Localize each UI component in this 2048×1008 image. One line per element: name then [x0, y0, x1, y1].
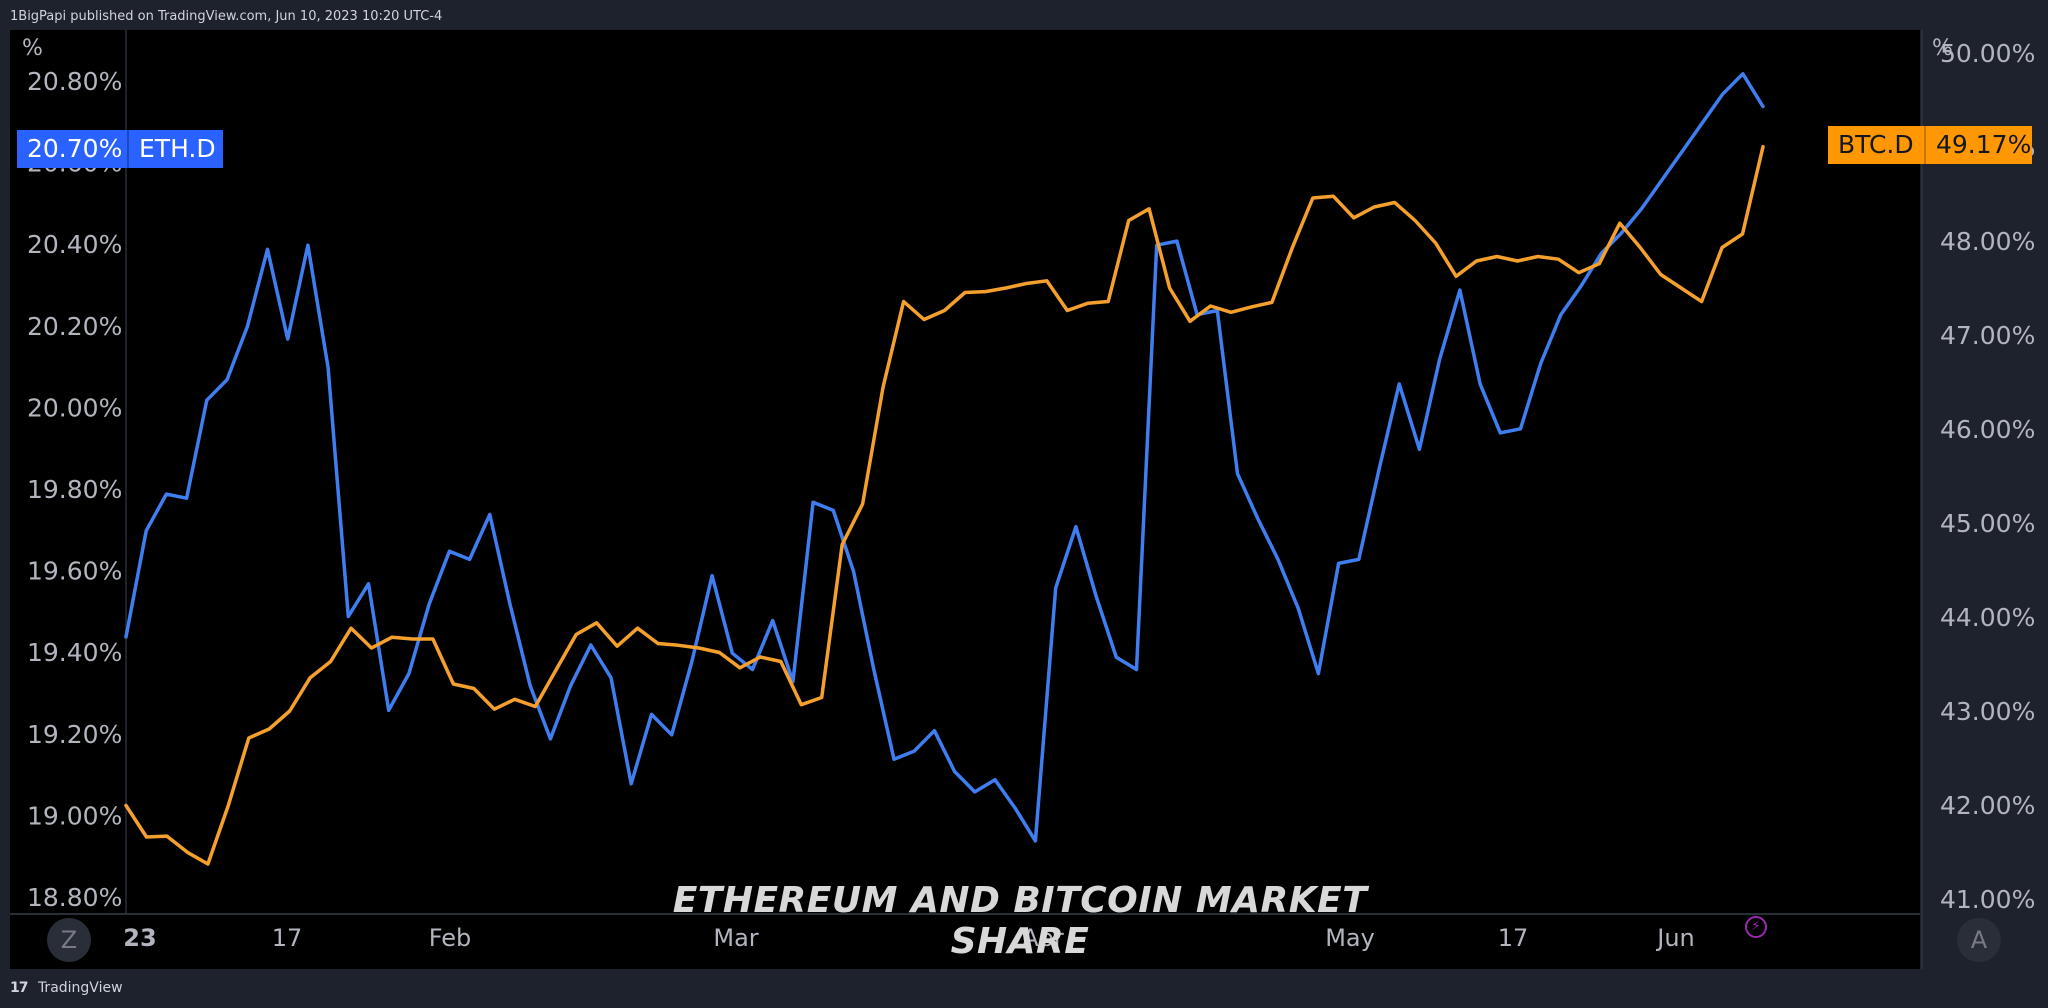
left-tick-label: 19.40% [27, 638, 122, 667]
x-tick-label: Feb [429, 924, 472, 952]
x-tick-label: 17 [272, 924, 303, 952]
zoom-toggle-button[interactable]: Z [47, 918, 91, 962]
right-tick-label: 42.00% [1940, 791, 2035, 820]
left-tick-label: 18.80% [27, 883, 122, 912]
left-tick-label: 19.60% [27, 557, 122, 586]
right-tick-label: 46.00% [1940, 415, 2035, 444]
x-axis-ticks: 23 17 Feb Mar Apr May 17 Jun [123, 924, 1694, 952]
x-tick-label: Jun [1655, 924, 1695, 952]
x-tick-label: May [1325, 924, 1375, 952]
footer-bar: 17 TradingView [0, 969, 2048, 1008]
btc-value-badge: 49.17% [1924, 126, 2032, 164]
lightning-icon[interactable]: ⚡ [1745, 916, 1767, 938]
tradingview-logo-icon: 17 [10, 980, 29, 996]
left-tick-label: 20.20% [27, 312, 122, 341]
plot-background [10, 30, 1920, 915]
x-axis-strip [10, 915, 1920, 969]
left-axis-unit: % [22, 36, 43, 61]
left-tick-label: 20.00% [27, 393, 122, 422]
left-tick-label: 19.20% [27, 720, 122, 749]
right-tick-label: 43.00% [1940, 697, 2035, 726]
btc-name-badge: BTC.D [1828, 126, 1924, 164]
right-tick-label: 41.00% [1940, 885, 2035, 914]
series-lines [124, 72, 1765, 866]
x-tick-label: 17 [1498, 924, 1529, 952]
left-tick-label: 19.00% [27, 801, 122, 830]
eth-value-badge: 20.70% [17, 130, 127, 168]
right-axis-ticks: 50.00%49.00%48.00%47.00%46.00%45.00%44.0… [1940, 39, 2035, 914]
right-tick-label: 50.00% [1940, 39, 2035, 68]
right-tick-label: 44.00% [1940, 603, 2035, 632]
x-tick-label: Apr [1022, 924, 1064, 952]
chart-area[interactable]: 20.80%20.60%20.40%20.20%20.00%19.80%19.6… [0, 30, 2048, 969]
chart-svg[interactable]: 20.80%20.60%20.40%20.20%20.00%19.80%19.6… [0, 30, 2048, 969]
left-tick-label: 20.80% [27, 67, 122, 96]
right-tick-label: 45.00% [1940, 509, 2035, 538]
published-by-header: 1BigPapi published on TradingView.com, J… [0, 0, 2048, 30]
right-tick-label: 47.00% [1940, 321, 2035, 350]
right-axis-unit: % [1932, 36, 1953, 61]
auto-scale-button[interactable]: A [1957, 918, 2001, 962]
x-tick-label: Mar [713, 924, 758, 952]
chart-title: ETHEREUM AND BITCOIN MARKET SHARE [672, 880, 1368, 962]
left-tick-label: 19.80% [27, 475, 122, 504]
left-tick-label: 20.40% [27, 230, 122, 259]
eth-d-series-line[interactable] [124, 72, 1765, 843]
right-tick-label: 48.00% [1940, 227, 2035, 256]
btc-d-series-line[interactable] [124, 144, 1765, 866]
footer-brand: TradingView [37, 980, 123, 996]
x-tick-label: 23 [123, 924, 156, 952]
eth-name-badge: ETH.D [127, 130, 223, 168]
